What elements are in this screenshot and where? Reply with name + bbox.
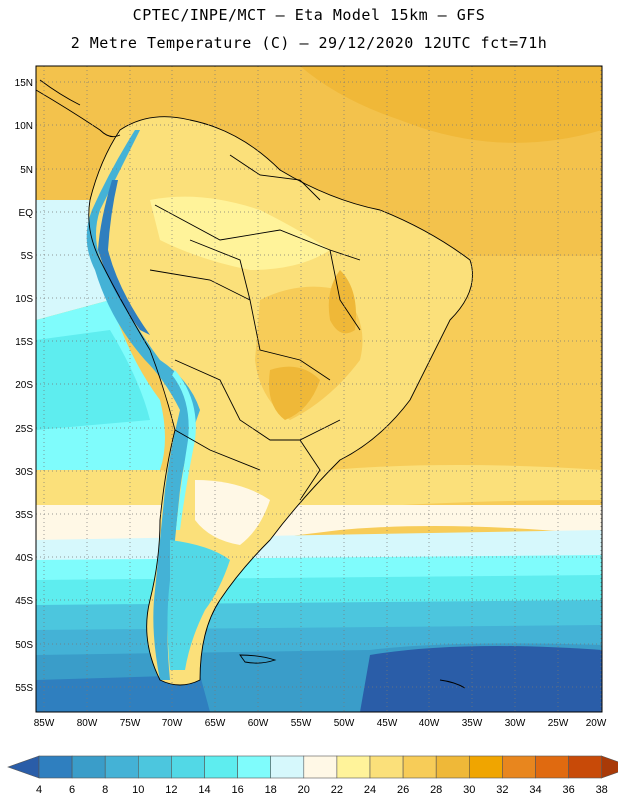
lat-label: 35S xyxy=(15,510,33,521)
colorbar-swatch xyxy=(336,755,371,779)
lon-label: 65W xyxy=(205,718,226,729)
colorbar-label: 20 xyxy=(298,784,310,796)
colorbar-swatch xyxy=(435,755,470,779)
lat-label: 5N xyxy=(20,165,33,176)
coastlines xyxy=(36,79,473,689)
colorbar-swatch xyxy=(171,755,205,779)
lat-label: 30S xyxy=(15,467,33,478)
colorbar-overflow-arrow xyxy=(601,755,618,779)
longitude-labels: 85W 80W 75W 70W 65W 60W 55W 50W 45W 40W … xyxy=(34,718,607,729)
colorbar-underflow-arrow xyxy=(7,755,40,779)
lon-label: 50W xyxy=(334,718,355,729)
lon-label: 40W xyxy=(419,718,440,729)
lon-label: 45W xyxy=(377,718,398,729)
lat-label: 15S xyxy=(15,337,33,348)
lat-label: 10S xyxy=(15,294,33,305)
map-frame xyxy=(35,65,603,713)
colorbar-swatch xyxy=(369,755,404,779)
title-line-1: CPTEC/INPE/MCT – Eta Model 15km – GFS xyxy=(132,6,486,24)
lat-label: 25S xyxy=(15,424,33,435)
colorbar-swatch xyxy=(38,755,73,779)
lat-label: 15N xyxy=(15,78,33,89)
colorbar-label: 28 xyxy=(430,784,442,796)
temperature-field xyxy=(36,66,602,712)
lat-label: 10N xyxy=(15,121,33,132)
lat-label: 20S xyxy=(15,380,33,391)
lat-label: 45S xyxy=(15,596,33,607)
lon-label: 75W xyxy=(120,718,141,729)
latitude-labels: 15N 10N 5N EQ 5S 10S 15S 20S 25S 30S 35S… xyxy=(15,78,34,694)
lon-label: 20W xyxy=(586,718,607,729)
colorbar-label: 38 xyxy=(596,784,608,796)
colorbar-swatch xyxy=(303,755,338,779)
lat-label: 55S xyxy=(15,683,33,694)
colorbar-label: 8 xyxy=(102,784,108,796)
lon-label: 55W xyxy=(291,718,312,729)
colorbar-swatch xyxy=(535,755,569,779)
lon-label: 25W xyxy=(548,718,569,729)
lon-label: 85W xyxy=(34,718,55,729)
colorbar-label: 12 xyxy=(165,784,177,796)
colorbar-label: 4 xyxy=(36,784,42,796)
colorbar-label: 34 xyxy=(529,784,541,796)
colorbar-label: 14 xyxy=(198,784,210,796)
colorbar-label: 24 xyxy=(364,784,376,796)
colorbar-swatch xyxy=(204,755,238,779)
colorbar-swatch xyxy=(468,755,503,779)
colorbar-swatch xyxy=(568,755,602,779)
colorbar-swatch xyxy=(104,755,139,779)
colorbar: 4 6 8 10 12 14 16 18 20 22 24 26 28 30 32 34 36 38 xyxy=(7,755,618,796)
title-line-2: 2 Metre Temperature (C) – 29/12/2020 12U… xyxy=(70,34,548,52)
colorbar-label: 26 xyxy=(397,784,409,796)
lat-label: 40S xyxy=(15,553,33,564)
colorbar-swatch xyxy=(402,755,437,779)
lon-label: 80W xyxy=(77,718,98,729)
lon-label: 60W xyxy=(248,718,269,729)
colorbar-swatch xyxy=(237,755,272,779)
colorbar-swatch xyxy=(270,755,305,779)
colorbar-swatch xyxy=(502,755,536,779)
lon-label: 30W xyxy=(505,718,526,729)
colorbar-label: 16 xyxy=(231,784,243,796)
colorbar-label: 18 xyxy=(265,784,277,796)
colorbar-label: 10 xyxy=(132,784,144,796)
colorbar-label: 22 xyxy=(331,784,343,796)
lat-label: EQ xyxy=(19,208,34,219)
colorbar-label: 6 xyxy=(69,784,75,796)
colorbar-label: 36 xyxy=(562,784,574,796)
lon-label: 70W xyxy=(162,718,183,729)
colorbar-swatch xyxy=(71,755,106,779)
colorbar-label: 32 xyxy=(496,784,508,796)
colorbar-swatch xyxy=(138,755,172,779)
temperature-map: 15N 10N 5N EQ 5S 10S 15S 20S 25S 30S 35S… xyxy=(15,65,607,729)
colorbar-label: 30 xyxy=(463,784,475,796)
lat-label: 5S xyxy=(21,251,34,262)
lat-label: 50S xyxy=(15,640,33,651)
lon-label: 35W xyxy=(462,718,483,729)
